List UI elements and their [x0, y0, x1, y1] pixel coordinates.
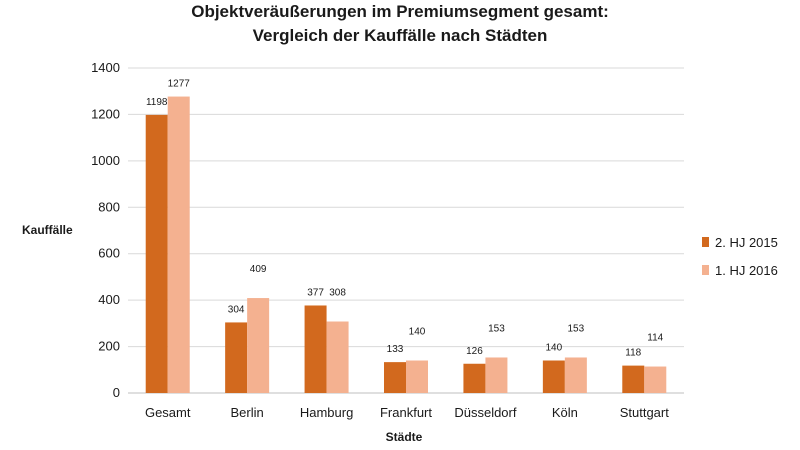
data-label: 114	[647, 333, 663, 344]
legend-swatch	[702, 265, 709, 275]
bar-frankfurt-series-2	[406, 360, 428, 393]
bar-köln-series-2	[564, 357, 587, 393]
x-tick-labels: Gesamt Berlin Hamburg Frankfurt Düsseldorf Kö…	[145, 405, 669, 420]
x-tick-label: Hamburg	[300, 405, 353, 420]
data-label: 1198	[146, 97, 168, 108]
data-label: 126	[466, 346, 483, 357]
legend: 2. HJ 2015 1. HJ 2016	[702, 235, 778, 278]
gridlines	[128, 67, 684, 394]
x-tick-label: Düsseldorf	[454, 405, 517, 420]
bar-düsseldorf-series-1	[463, 363, 486, 393]
x-tick-label: Berlin	[231, 405, 264, 420]
bar-hamburg-series-2	[326, 321, 349, 393]
y-tick-label: 200	[98, 339, 120, 354]
bar-gesamt-series-1	[145, 114, 168, 394]
y-axis-label: Kauffälle	[22, 223, 73, 237]
x-tick-label: Frankfurt	[380, 405, 432, 420]
chart-title-line-1: Objektveräußerungen im Premiumsegment ge…	[191, 2, 609, 21]
x-tick-label: Köln	[552, 405, 578, 420]
data-label: 304	[228, 304, 245, 315]
chart-title-line-2: Vergleich der Kauffälle nach Städten	[253, 26, 548, 45]
legend-label: 2. HJ 2015	[715, 235, 778, 250]
data-label: 118	[625, 348, 641, 359]
data-label: 140	[546, 343, 563, 354]
bar-frankfurt-series-1	[384, 362, 406, 393]
y-tick-label: 400	[98, 292, 120, 307]
y-tick-label: 800	[98, 199, 120, 214]
y-tick-labels: 0 200 400 600 800 1000 1200 1400	[91, 60, 120, 400]
bar-stuttgart-series-2	[644, 366, 667, 393]
bar-hamburg-series-1	[304, 305, 327, 393]
data-label: 133	[387, 344, 404, 355]
data-label: 409	[250, 264, 267, 275]
data-label: 308	[329, 288, 346, 299]
bar-gesamt-series-2	[167, 96, 190, 393]
data-label: 153	[568, 323, 585, 334]
y-tick-label: 0	[113, 385, 120, 400]
y-tick-label: 600	[98, 246, 120, 261]
bar-düsseldorf-series-2	[485, 357, 508, 393]
x-tick-label: Gesamt	[145, 405, 191, 420]
bar-köln-series-1	[542, 360, 565, 393]
data-label: 140	[409, 327, 426, 338]
bar-berlin-series-2	[247, 298, 270, 393]
data-label: 377	[307, 287, 324, 298]
bar-berlin-series-1	[225, 322, 248, 393]
y-tick-label: 1400	[91, 60, 120, 75]
x-tick-label: Stuttgart	[620, 405, 670, 420]
bars	[145, 96, 667, 394]
legend-label: 1. HJ 2016	[715, 263, 778, 278]
data-label: 153	[488, 323, 505, 334]
bar-stuttgart-series-1	[622, 365, 645, 393]
y-tick-label: 1200	[91, 106, 120, 121]
data-label: 1277	[168, 79, 191, 90]
legend-swatch	[702, 237, 709, 247]
y-tick-label: 1000	[91, 153, 120, 168]
x-axis-label: Städte	[386, 430, 423, 444]
